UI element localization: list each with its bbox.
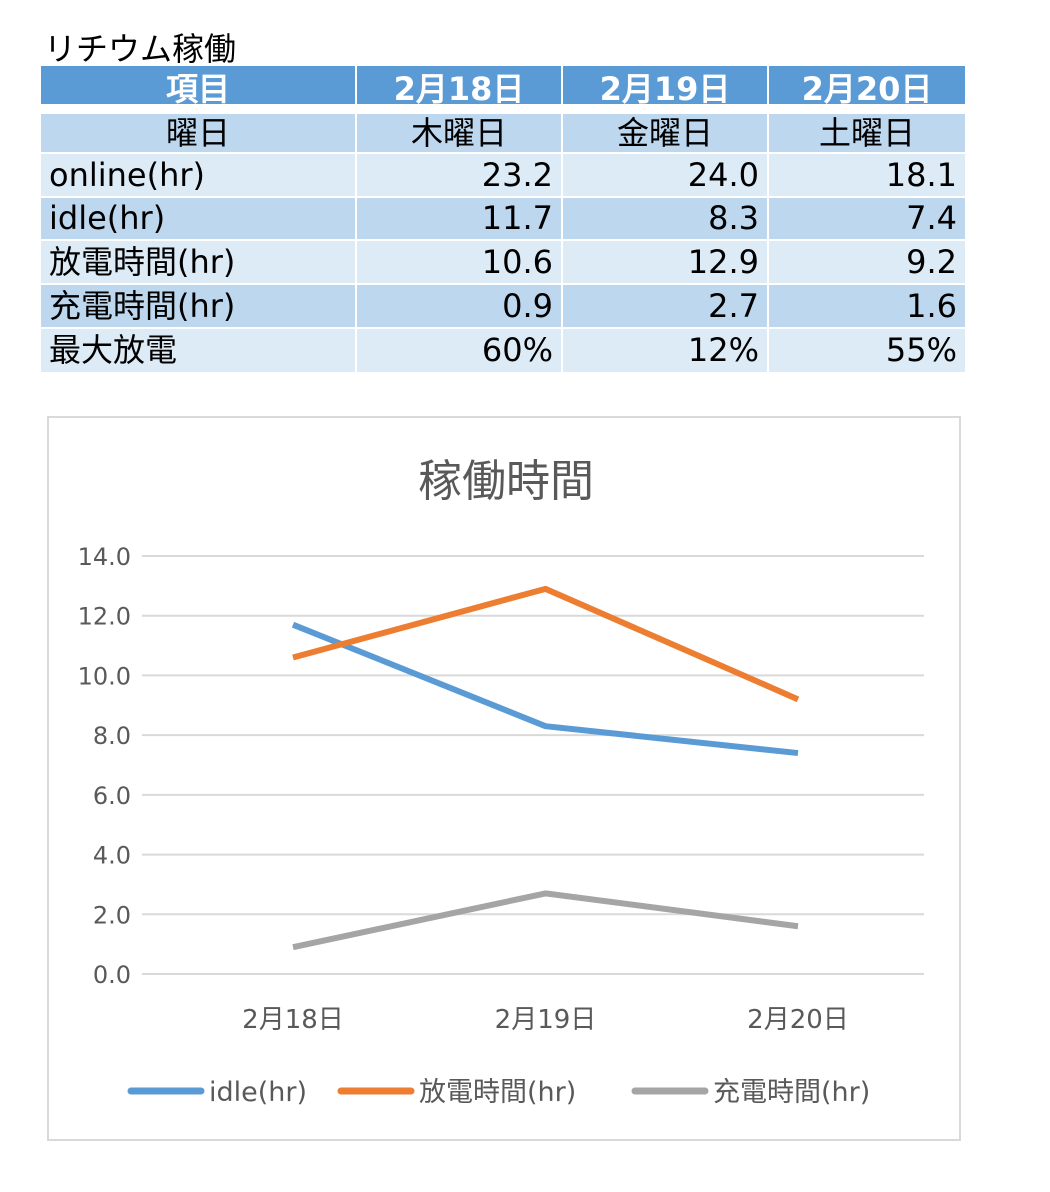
table-cell[interactable]: 10.6 [357, 241, 561, 283]
table-cell[interactable]: 12.9 [563, 241, 767, 283]
table-cell[interactable]: 土曜日 [769, 114, 965, 152]
table-cell[interactable]: 最大放電 [41, 329, 355, 372]
legend-label: 放電時間(hr) [419, 1077, 576, 1108]
y-tick-label: 6.0 [93, 782, 131, 810]
table-header-row: 項目 2月18日 2月19日 2月20日 [41, 66, 965, 104]
table-cell[interactable]: 金曜日 [563, 114, 767, 152]
table-cell[interactable]: 8.3 [563, 198, 767, 239]
table-cell[interactable]: 24.0 [563, 154, 767, 196]
table-cell[interactable]: 7.4 [769, 198, 965, 239]
table-row: 放電時間(hr) 10.6 12.9 9.2 [41, 241, 965, 283]
y-tick-label: 2.0 [93, 901, 131, 929]
y-tick-label: 4.0 [93, 842, 131, 870]
table-cell[interactable]: 18.1 [769, 154, 965, 196]
table-cell[interactable]: online(hr) [41, 154, 355, 196]
series-line-2 [292, 890, 799, 951]
header-cell[interactable]: 2月20日 [769, 66, 965, 104]
series-line-1 [292, 585, 800, 703]
table-cell[interactable]: 2.7 [563, 285, 767, 327]
chart-svg: 稼働時間 0.0 2.0 4.0 6.0 8.0 10.0 12.0 14.0 2月18日 2月19… [78, 456, 924, 1108]
table-cell[interactable]: 0.9 [357, 285, 561, 327]
table-cell[interactable]: 12% [563, 329, 767, 372]
x-tick-label: 2月18日 [242, 1005, 344, 1035]
table-cell[interactable]: 曜日 [41, 114, 355, 152]
header-cell[interactable]: 2月18日 [357, 66, 561, 104]
x-tick-label: 2月19日 [495, 1005, 597, 1035]
series-line-0 [291, 621, 799, 757]
table-cell[interactable]: 23.2 [357, 154, 561, 196]
table-cell[interactable]: 60% [357, 329, 561, 372]
y-tick-label: 12.0 [78, 603, 131, 631]
legend-label: idle(hr) [209, 1077, 307, 1108]
table-row: 曜日 木曜日 金曜日 土曜日 [41, 114, 965, 152]
table-cell[interactable]: 9.2 [769, 241, 965, 283]
x-tick-label: 2月20日 [747, 1005, 849, 1035]
y-tick-label: 14.0 [78, 543, 131, 571]
header-cell[interactable]: 2月19日 [563, 66, 767, 104]
table-row: 最大放電 60% 12% 55% [41, 329, 965, 372]
y-tick-label: 8.0 [93, 722, 131, 750]
table-cell[interactable]: idle(hr) [41, 198, 355, 239]
table-cell[interactable]: 55% [769, 329, 965, 372]
table-cell[interactable]: 放電時間(hr) [41, 241, 355, 283]
table-row: online(hr) 23.2 24.0 18.1 [41, 154, 965, 196]
sheet-title: リチウム稼働 [44, 30, 237, 68]
legend-label: 充電時間(hr) [713, 1077, 870, 1108]
y-tick-label: 10.0 [78, 662, 131, 690]
y-tick-label: 0.0 [93, 961, 131, 989]
table-cell[interactable]: 1.6 [769, 285, 965, 327]
header-cell[interactable]: 項目 [41, 66, 355, 104]
table-cell[interactable]: 木曜日 [357, 114, 561, 152]
chart-title: 稼働時間 [418, 456, 594, 507]
table-cell[interactable]: 11.7 [357, 198, 561, 239]
table-cell[interactable]: 充電時間(hr) [41, 285, 355, 327]
table-row: 充電時間(hr) 0.9 2.7 1.6 [41, 285, 965, 327]
table-row: idle(hr) 11.7 8.3 7.4 [41, 198, 965, 239]
line-chart[interactable]: 稼働時間 0.0 2.0 4.0 6.0 8.0 10.0 12.0 14.0 2月18日 2月19… [47, 416, 961, 1141]
